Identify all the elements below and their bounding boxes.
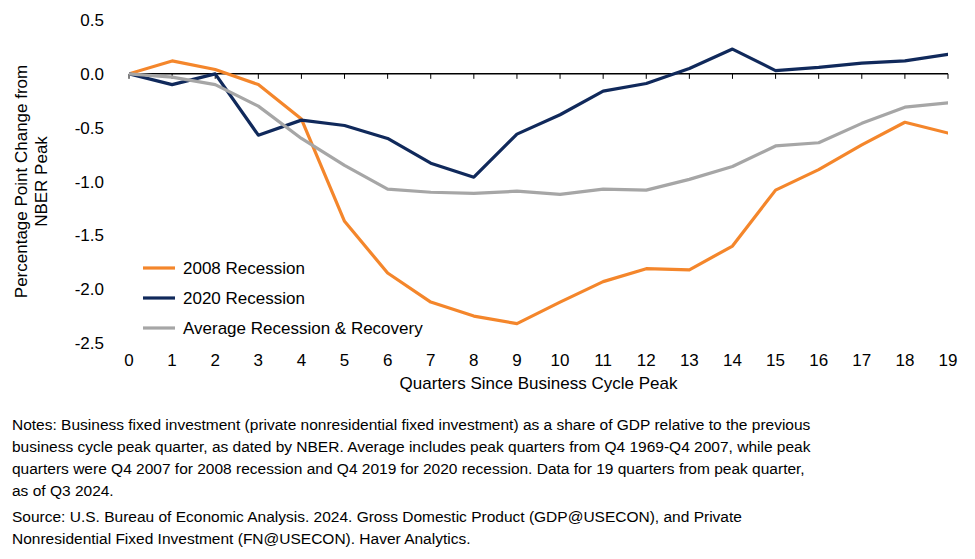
x-tick-label: 18 [895, 351, 914, 370]
x-tick-label: 12 [637, 351, 656, 370]
x-tick-label: 14 [723, 351, 742, 370]
y-tick-label: 0.5 [80, 11, 104, 30]
x-tick [948, 74, 949, 79]
series-line [129, 49, 948, 177]
x-tick-label: 11 [594, 351, 612, 370]
legend-swatch [143, 266, 175, 269]
x-tick-label: 10 [551, 351, 570, 370]
y-tick-label: -2.5 [75, 334, 104, 353]
legend: 2008 Recession 2020 Recession Average Rece… [143, 259, 423, 338]
y-tick-label: -1.5 [75, 226, 104, 245]
y-tick-label: -0.5 [75, 119, 104, 138]
x-axis-line [129, 73, 948, 75]
legend-label: Average Recession & Recovery [183, 319, 423, 338]
y-axis-label-line: Percentage Point Change from [12, 65, 31, 298]
x-tick-label: 19 [939, 351, 958, 370]
x-tick [732, 74, 733, 79]
legend-label: 2008 Recession [183, 259, 305, 278]
x-tick [646, 74, 647, 79]
x-tick-label: 17 [852, 351, 871, 370]
x-tick [904, 74, 905, 79]
y-tick-label: -1.0 [75, 173, 104, 192]
x-tick-label: 4 [297, 351, 306, 370]
y-tick-label: -2.0 [75, 280, 104, 299]
y-axis-label: Percentage Point Change fromNBER Peak [12, 65, 51, 298]
legend-swatch [143, 326, 175, 329]
x-tick [301, 74, 302, 79]
x-tick-label: 13 [680, 351, 699, 370]
x-axis: 012345678910111213141516171819 [124, 74, 957, 370]
series-line [129, 74, 948, 195]
note-line: as of Q3 2024. [12, 482, 114, 499]
note-line: business cycle peak quarter, as dated by… [12, 438, 811, 455]
x-tick-label: 1 [167, 351, 176, 370]
x-tick [603, 74, 604, 79]
x-tick-label: 8 [469, 351, 478, 370]
source-line: Source: U.S. Bureau of Economic Analysis… [12, 508, 742, 525]
y-tick-label: 0.0 [80, 65, 104, 84]
x-tick-label: 0 [124, 351, 133, 370]
x-tick [516, 74, 517, 79]
x-tick-label: 2 [210, 351, 219, 370]
x-tick-label: 15 [766, 351, 785, 370]
x-tick [387, 74, 388, 79]
note-line: Notes: Business fixed investment (privat… [12, 416, 811, 433]
x-tick [861, 74, 862, 79]
x-tick [473, 74, 474, 79]
x-tick [775, 74, 776, 79]
y-axis: 0.5 0.0 -0.5 -1.0 -1.5 -2.0 -2.5 [75, 11, 104, 353]
y-axis-label-line: NBER Peak [32, 136, 51, 227]
x-axis-label: Quarters Since Business Cycle Peak [400, 374, 678, 393]
source-line: Nonresidential Fixed Investment (FN@USEC… [12, 530, 471, 547]
note-line: quarters were Q4 2007 for 2008 recession… [12, 460, 805, 477]
x-tick [818, 74, 819, 79]
x-tick-label: 7 [426, 351, 435, 370]
notes: Notes: Business fixed investment (privat… [12, 416, 811, 547]
x-tick [560, 74, 561, 79]
series-line [129, 61, 948, 324]
x-tick [344, 74, 345, 79]
x-tick [430, 74, 431, 79]
x-tick [258, 74, 259, 79]
legend-swatch [143, 296, 175, 299]
x-tick [689, 74, 690, 79]
x-tick-label: 16 [809, 351, 828, 370]
x-tick-label: 3 [254, 351, 263, 370]
chart: 0.50.0-0.5-1.0-1.5-2.0-2.501234567891011… [0, 0, 975, 559]
series-lines [129, 49, 948, 324]
x-tick-label: 6 [383, 351, 392, 370]
x-tick-label: 9 [512, 351, 521, 370]
x-tick-label: 5 [340, 351, 349, 370]
legend-label: 2020 Recession [183, 289, 305, 308]
